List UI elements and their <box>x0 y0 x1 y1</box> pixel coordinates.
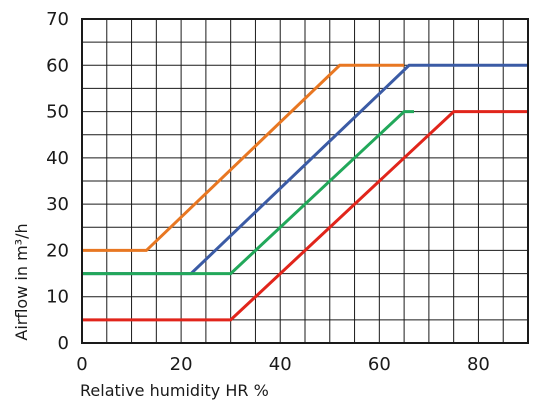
x-tick-label: 0 <box>76 354 87 375</box>
y-axis-ticks: 0 10 20 30 40 50 60 70 <box>46 9 69 354</box>
x-axis-label: Relative humidity HR % <box>80 381 269 400</box>
y-tick-label: 30 <box>46 194 69 215</box>
x-tick-label: 40 <box>269 354 292 375</box>
series-line-4 <box>82 110 528 322</box>
x-axis-ticks: 0 20 40 60 80 <box>76 354 490 375</box>
plot-frame <box>81 18 529 344</box>
y-tick-label: 0 <box>58 333 69 354</box>
x-tick-label: 60 <box>368 354 391 375</box>
series-line-1 <box>82 63 405 252</box>
chart-series <box>82 63 528 322</box>
series-line-3 <box>82 110 414 276</box>
y-tick-label: 50 <box>46 102 69 123</box>
x-tick-label: 80 <box>467 354 490 375</box>
chart-grid <box>81 18 529 344</box>
y-tick-label: 10 <box>46 287 69 308</box>
y-tick-label: 60 <box>46 55 69 76</box>
y-axis-label: Airflow in m³/h <box>12 223 31 340</box>
y-tick-label: 70 <box>46 9 69 30</box>
y-tick-label: 40 <box>46 148 69 169</box>
y-tick-label: 20 <box>46 240 69 261</box>
x-tick-label: 20 <box>170 354 193 375</box>
